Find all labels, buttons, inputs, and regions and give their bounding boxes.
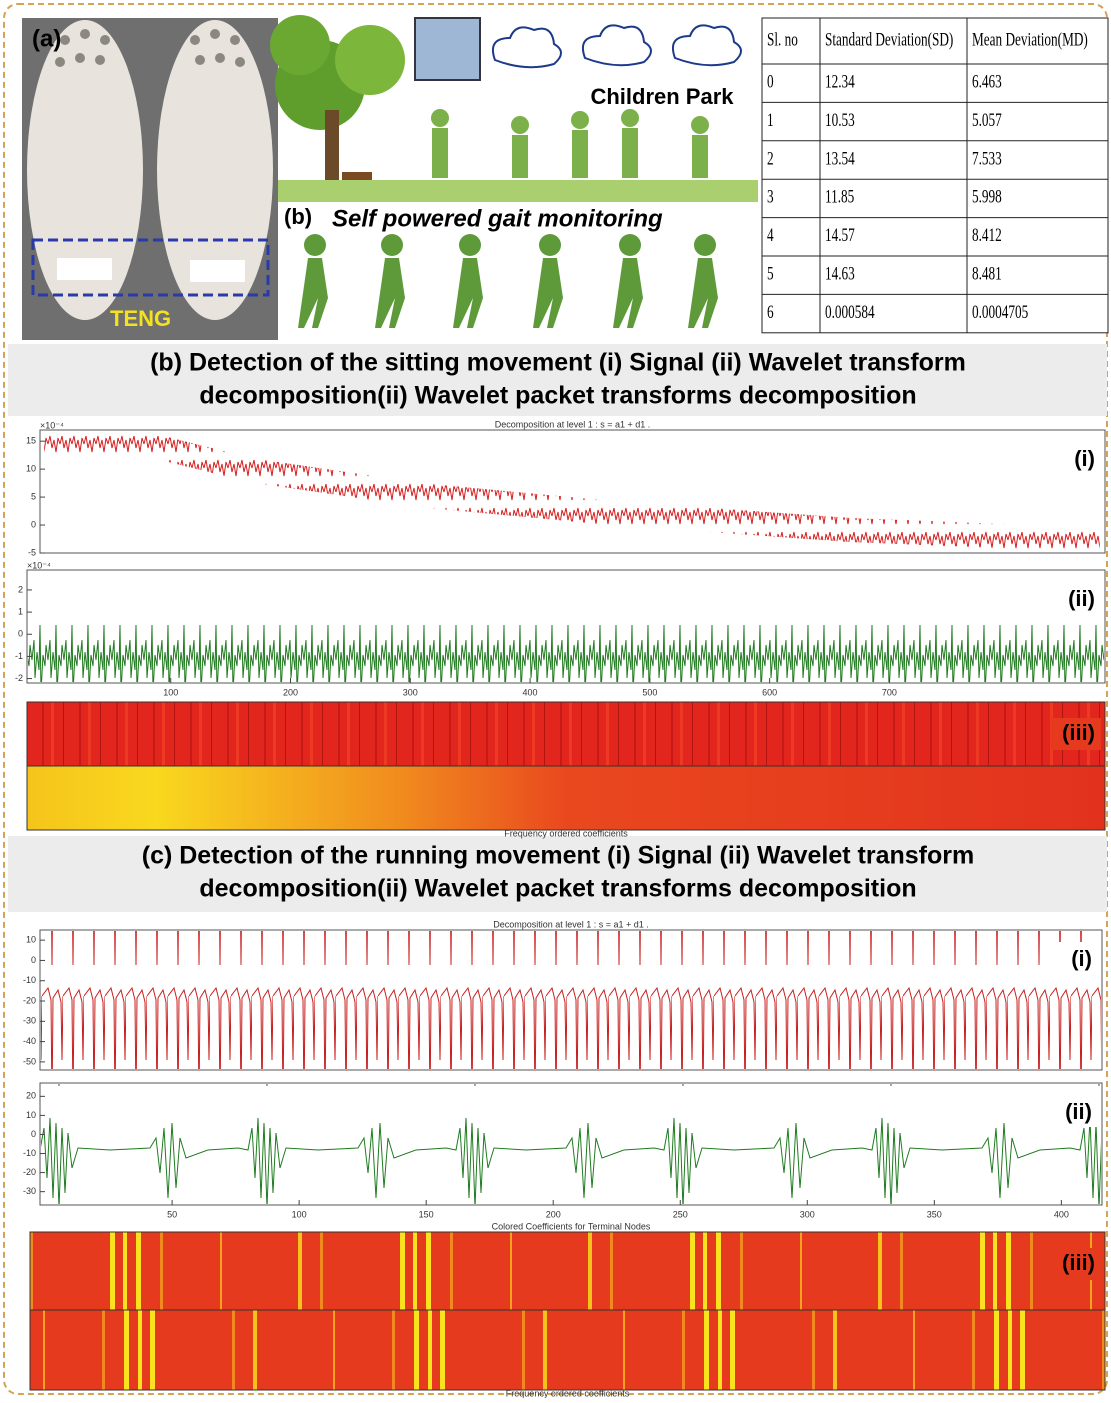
y-tick-label: 15 bbox=[26, 436, 36, 446]
y-tick-label: -5 bbox=[28, 547, 36, 557]
x-tick-label: 50 bbox=[167, 1209, 177, 1219]
y-tick-label: 0 bbox=[31, 519, 36, 529]
y-tick-label: -20 bbox=[23, 1167, 36, 1177]
table-frame bbox=[762, 18, 1108, 333]
x-tick-label: 400 bbox=[523, 687, 538, 697]
table-cell: 2 bbox=[767, 148, 774, 169]
wavelet-trace bbox=[28, 572, 1104, 682]
table-cell: 6 bbox=[767, 302, 774, 323]
table-cell: 14.63 bbox=[825, 263, 855, 284]
wavelet-trace bbox=[41, 1084, 1101, 1204]
x-tick-label: 150 bbox=[419, 1209, 434, 1219]
heatmap bbox=[27, 766, 1105, 830]
scene-label: Children Park bbox=[590, 84, 734, 109]
x-tick-label: 600 bbox=[762, 687, 777, 697]
section-title: decomposition(ii) Wavelet packet transfo… bbox=[199, 875, 916, 903]
y-tick-label: 0 bbox=[18, 629, 23, 639]
table-cell: 3 bbox=[767, 187, 774, 208]
teng-label: TENG bbox=[110, 306, 171, 331]
y-tick-label: 2 bbox=[18, 584, 23, 594]
sensor bbox=[57, 258, 112, 280]
axis-caption: Frequency ordered coefficients bbox=[504, 828, 628, 838]
section-title: (b) Detection of the sitting movement (i… bbox=[150, 349, 966, 377]
y-tick-label: -10 bbox=[23, 1148, 36, 1158]
table-header: Sl. no bbox=[767, 29, 798, 50]
table-cell: 0.0004705 bbox=[972, 302, 1028, 323]
subplot-label: (iii) bbox=[1062, 720, 1095, 745]
y-tick-label: -1 bbox=[15, 651, 23, 661]
table-cell: 5.998 bbox=[972, 187, 1002, 208]
x-tick-label: 500 bbox=[642, 687, 657, 697]
table-cell: 13.54 bbox=[825, 148, 855, 169]
x-tick-label: 700 bbox=[882, 687, 897, 697]
subplot-label: (ii) bbox=[1068, 586, 1095, 611]
table-cell: 0.000584 bbox=[825, 302, 875, 323]
y-tick-label: -10 bbox=[23, 975, 36, 985]
y-tick-label: -30 bbox=[23, 1186, 36, 1196]
table-cell: 8.481 bbox=[972, 263, 1002, 284]
y-tick-label: -20 bbox=[23, 995, 36, 1005]
y-tick-label: -40 bbox=[23, 1036, 36, 1046]
y-tick-label: 10 bbox=[26, 935, 36, 945]
x-tick-label: 100 bbox=[292, 1209, 307, 1219]
panel-label: (b) bbox=[284, 204, 312, 229]
x-tick-label: 400 bbox=[1054, 1209, 1069, 1219]
plot-title: Decomposition at level 1 : s = a1 + d1 . bbox=[495, 419, 651, 429]
y-tick-label: -50 bbox=[23, 1056, 36, 1066]
x-tick-label: 250 bbox=[673, 1209, 688, 1219]
table-cell: 5.057 bbox=[972, 110, 1002, 131]
axis-caption: Frequency ordered coefficients bbox=[506, 1388, 630, 1398]
sensor bbox=[190, 260, 245, 282]
y-tick-label: 20 bbox=[26, 1091, 36, 1101]
panel-label: (a) bbox=[32, 25, 61, 52]
table-cell: 14.57 bbox=[825, 225, 855, 246]
y-tick-label: 10 bbox=[26, 1110, 36, 1120]
table-cell: 10.53 bbox=[825, 110, 855, 131]
x-tick-label: 350 bbox=[927, 1209, 942, 1219]
y-tick-label: -30 bbox=[23, 1016, 36, 1026]
axis-caption: Colored Coefficients for Terminal Nodes bbox=[492, 1221, 651, 1231]
signal-trace bbox=[41, 931, 1101, 1069]
heatmap bbox=[30, 1310, 1105, 1390]
x-tick-label: 200 bbox=[546, 1209, 561, 1219]
caption: Self powered gait monitoring bbox=[332, 205, 663, 232]
subplot-label: (ii) bbox=[1065, 1099, 1092, 1124]
table-cell: 8.412 bbox=[972, 225, 1002, 246]
x-tick-label: 300 bbox=[403, 687, 418, 697]
park-illustration bbox=[270, 15, 758, 328]
y-tick-label: 5 bbox=[31, 491, 36, 501]
table-cell: 6.463 bbox=[972, 71, 1002, 92]
table-cell: 1 bbox=[767, 110, 774, 131]
subplot-label: (iii) bbox=[1062, 1250, 1095, 1275]
x-tick-label: 100 bbox=[163, 687, 178, 697]
table-cell: 11.85 bbox=[825, 187, 854, 208]
heatmap bbox=[27, 702, 1105, 766]
x-tick-label: 200 bbox=[283, 687, 298, 697]
table-cell: 12.34 bbox=[825, 71, 855, 92]
axis-exponent: ×10⁻⁴ bbox=[27, 560, 51, 570]
table-header: Standard Deviation(SD) bbox=[825, 29, 953, 50]
plot-title: Decomposition at level 1 : s = a1 + d1 . bbox=[493, 919, 649, 929]
axis-exponent: ×10⁻⁴ bbox=[40, 420, 64, 430]
table-cell: 0 bbox=[767, 71, 774, 92]
y-tick-label: 0 bbox=[31, 955, 36, 965]
y-tick-label: 1 bbox=[18, 606, 23, 616]
table-cell: 7.533 bbox=[972, 148, 1002, 169]
x-tick-label: 300 bbox=[800, 1209, 815, 1219]
subplot-label: (i) bbox=[1071, 946, 1092, 971]
subplot-label: (i) bbox=[1074, 446, 1095, 471]
table-cell: 5 bbox=[767, 263, 774, 284]
table-header: Mean Deviation(MD) bbox=[972, 29, 1088, 50]
table-cell: 4 bbox=[767, 225, 774, 246]
heatmap bbox=[30, 1232, 1105, 1310]
section-title: (c) Detection of the running movement (i… bbox=[142, 842, 974, 870]
y-tick-label: 0 bbox=[31, 1129, 36, 1139]
y-tick-label: -2 bbox=[15, 673, 23, 683]
figure: (a) TENG Children Park (b) Self powered … bbox=[0, 0, 1111, 1398]
y-tick-label: 10 bbox=[26, 464, 36, 474]
section-title: decomposition(ii) Wavelet packet transfo… bbox=[199, 382, 916, 410]
